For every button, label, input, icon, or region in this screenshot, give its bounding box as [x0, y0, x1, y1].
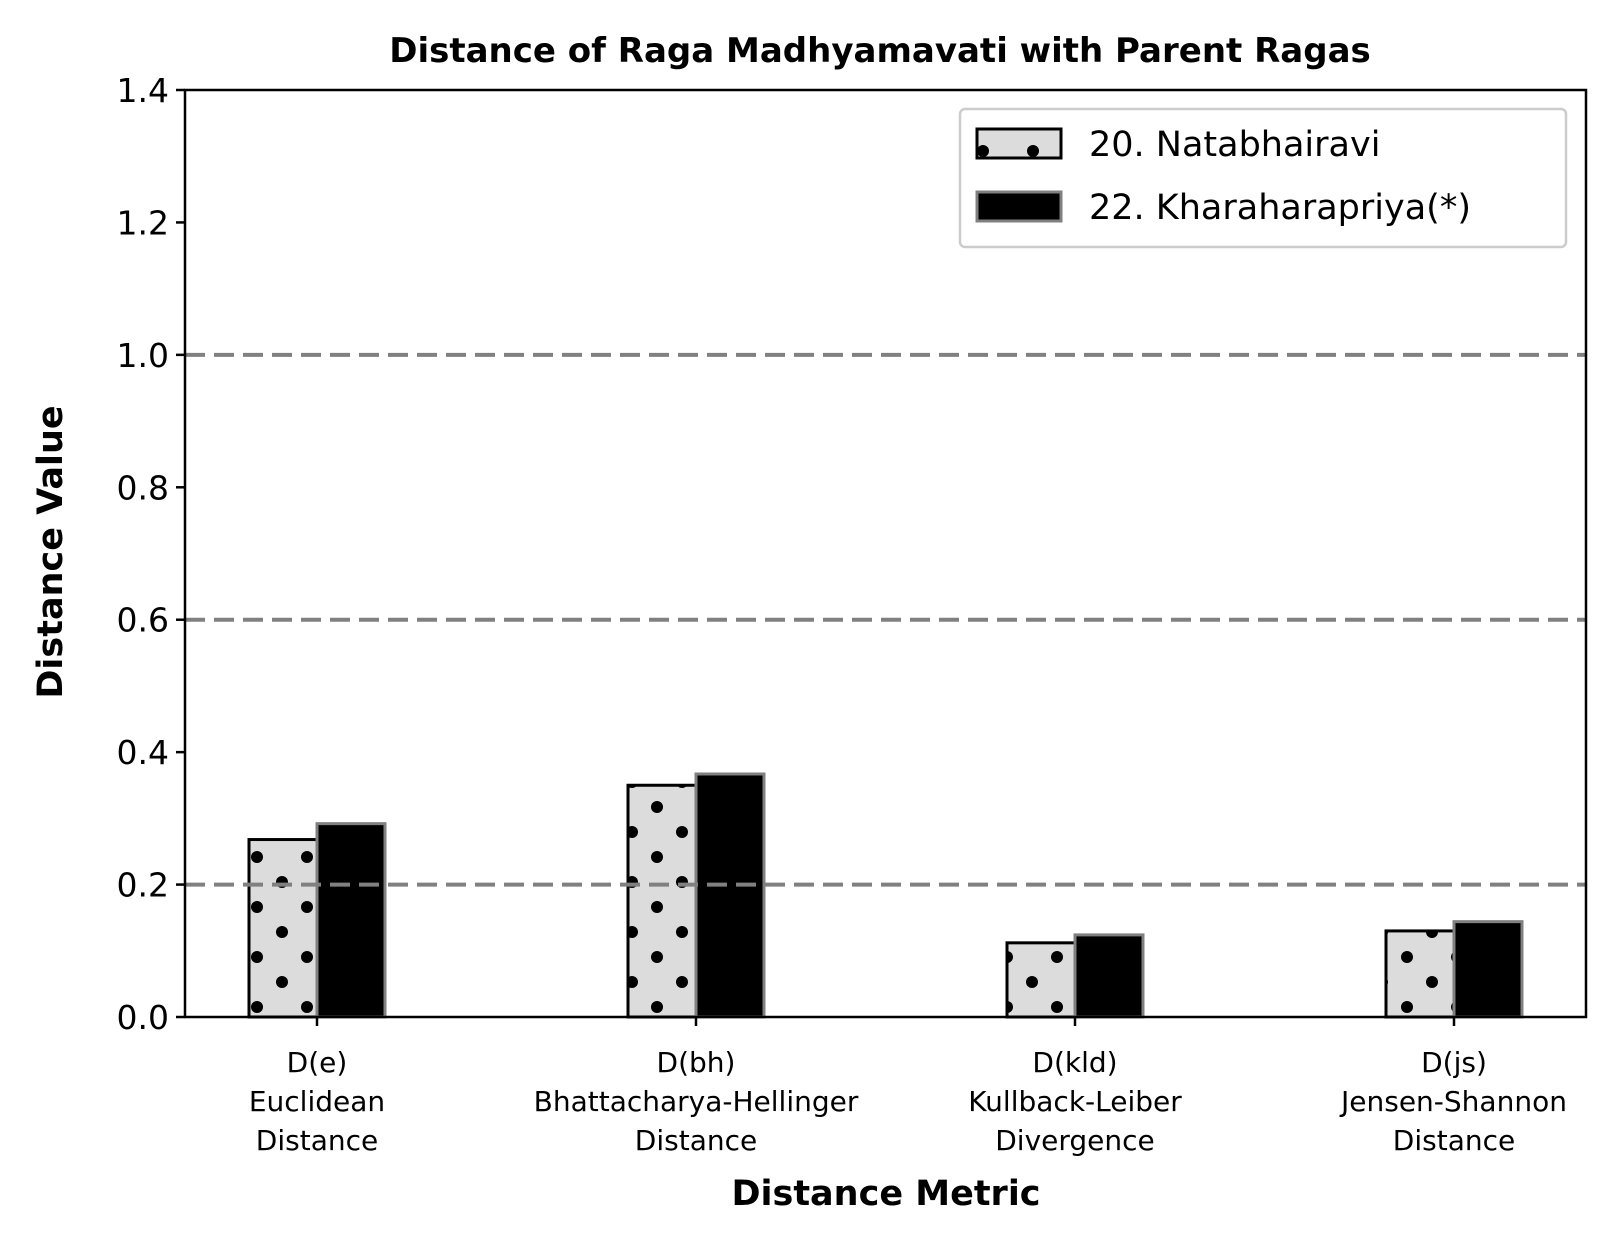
legend-swatch-1	[977, 192, 1061, 221]
bar-kharaharapriya-3	[1454, 921, 1522, 1017]
bar-hatch-2	[1007, 942, 1075, 1017]
x-tick-label: D(js)	[1421, 1046, 1487, 1079]
bar-kharaharapriya-1	[696, 773, 764, 1017]
legend-swatch-outline-1	[975, 190, 1063, 223]
x-axis-label: Distance Metric	[731, 1174, 1040, 1214]
x-tick-label: Jensen-Shannon	[1339, 1085, 1567, 1118]
x-tick-label: D(e)	[287, 1046, 348, 1079]
bar-hatch-3	[1386, 930, 1454, 1017]
y-tick-label: 0.4	[117, 733, 169, 772]
x-tick-label: Distance	[256, 1124, 378, 1157]
legend-hatch-dot	[1027, 145, 1039, 157]
plot-frame	[183, 88, 1588, 1019]
x-tick-label: Distance	[1393, 1124, 1515, 1157]
y-tick-label: 1.4	[117, 71, 169, 110]
legend-frame	[958, 107, 1568, 249]
legend-swatch-0	[977, 129, 1061, 158]
bar-hatch-1	[628, 785, 696, 1017]
x-tick-label: D(kld)	[1032, 1046, 1117, 1079]
x-tick-label: Divergence	[995, 1124, 1155, 1157]
bar-kharaharapriya-0	[317, 823, 385, 1017]
legend-label-0: 20. Natabhairavi	[1089, 125, 1380, 165]
legend: 20. Natabhairavi 22. Kharaharapriya(*)	[958, 107, 1568, 249]
legend-label-1: 22. Kharaharapriya(*)	[1089, 188, 1471, 228]
plot-area: 0.0 0.2 0.4 0.6 0.8 1.0 1.2 1.4 D(e) Euclidean Dis…	[117, 71, 1588, 1157]
x-tick-label: Kullback-Leiber	[968, 1085, 1182, 1118]
legend-hatch-dot	[977, 145, 989, 157]
chart-title: Distance of Raga Madhyamavati with Paren…	[389, 31, 1371, 71]
x-tick-label: Euclidean	[249, 1085, 385, 1118]
y-tick-label: 0.6	[117, 601, 169, 640]
y-tick-label: 1.0	[117, 336, 169, 375]
y-tick-label: 1.2	[117, 203, 169, 242]
x-tick-label: Distance	[635, 1124, 757, 1157]
y-tick-label: 0.2	[117, 866, 169, 905]
y-axis-label: Distance Value	[31, 405, 71, 698]
x-tick-label: D(bh)	[657, 1046, 736, 1079]
x-tick-label: Bhattacharya-Hellinger	[534, 1085, 859, 1118]
bar-kharaharapriya-2	[1075, 934, 1143, 1017]
legend-swatch-outline-0	[975, 127, 1063, 160]
bar-hatch-0	[249, 839, 317, 1017]
y-tick-label: 0.8	[117, 468, 169, 507]
y-tick-label: 0.0	[117, 998, 169, 1037]
